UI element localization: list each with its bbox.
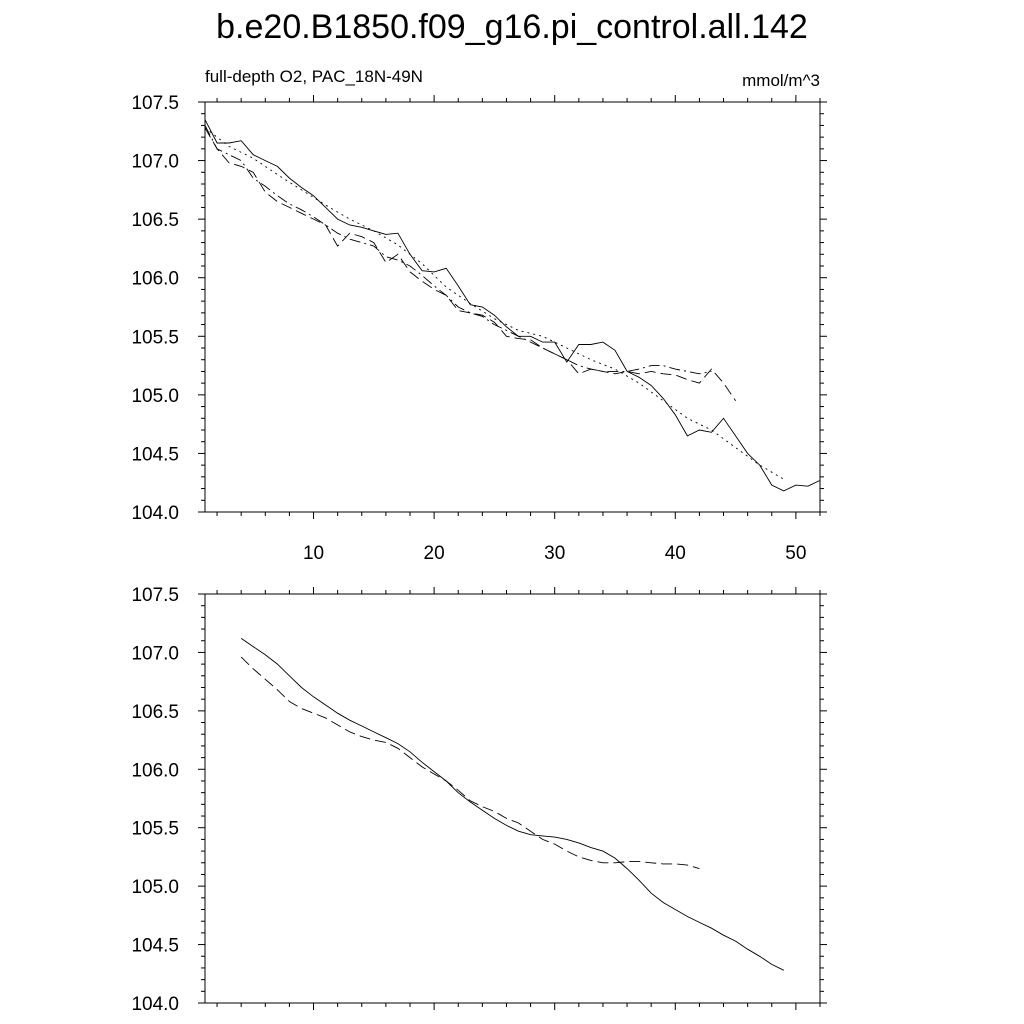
y-tick-label: 104.0 xyxy=(131,503,179,524)
y-tick-label: 105.0 xyxy=(131,877,179,898)
series-line-dotted xyxy=(204,127,785,480)
bottom-panel: 104.0 104.5 105.0 105.5 106.0 106.5 107.0 107.5 xyxy=(131,585,827,1015)
x-tick-label: 30 xyxy=(544,543,565,564)
series-line-dashed xyxy=(240,656,700,870)
series-line-solid xyxy=(240,638,784,971)
plot-frame xyxy=(204,593,821,1004)
y-tick-label: 106.0 xyxy=(131,760,179,781)
y-tick-label: 106.5 xyxy=(131,702,179,723)
top-panel: 104.0 104.5 105.0 105.5 106.0 106.5 107.0 107.5… xyxy=(131,93,827,564)
x-tick-label: 20 xyxy=(424,543,445,564)
y-tick-label: 104.5 xyxy=(131,936,179,957)
figure-title: b.e20.B1850.f09_g16.pi_control.all.142 xyxy=(216,8,808,46)
y-tick-label: 107.0 xyxy=(131,152,179,173)
y-tick-label: 105.0 xyxy=(131,386,179,407)
series-line-dash-dot xyxy=(204,125,712,375)
y-tick-label: 106.5 xyxy=(131,210,179,231)
series-line-solid xyxy=(204,119,821,492)
right-string: mmol/m^3 xyxy=(742,71,820,90)
y-tick-label: 106.0 xyxy=(131,269,179,290)
y-tick-label: 104.0 xyxy=(131,994,179,1015)
plot-frame xyxy=(204,101,821,513)
y-tick-label: 107.5 xyxy=(131,585,179,606)
y-tick-label: 105.5 xyxy=(131,327,179,348)
series-line-dashed xyxy=(204,127,736,401)
y-tick-label: 107.5 xyxy=(131,93,179,114)
x-tick-label: 10 xyxy=(303,543,324,564)
left-string: full-depth O2, PAC_18N-49N xyxy=(205,67,423,86)
x-tick-label: 50 xyxy=(785,543,806,564)
y-tick-label: 105.5 xyxy=(131,819,179,840)
y-tick-label: 104.5 xyxy=(131,444,179,465)
y-tick-label: 107.0 xyxy=(131,643,179,664)
x-tick-label: 40 xyxy=(665,543,686,564)
